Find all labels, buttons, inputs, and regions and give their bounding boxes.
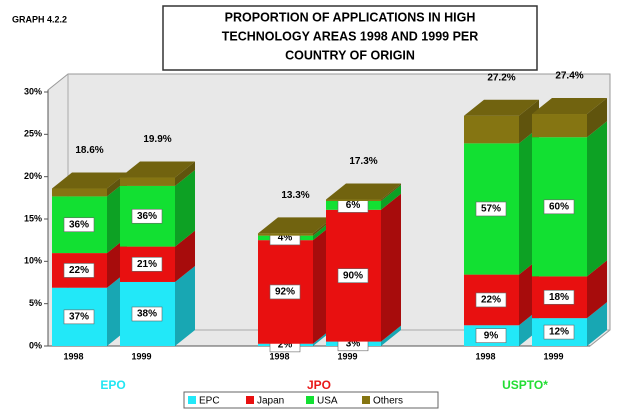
bar-side (381, 325, 401, 346)
label-box (543, 289, 575, 305)
label-box (543, 199, 575, 215)
label-box (63, 309, 95, 325)
data-label: 22% (69, 265, 89, 276)
legend-label: USA (317, 396, 338, 407)
chart-title: PROPORTION OF APPLICATIONS IN HIGH (225, 10, 476, 24)
label-box (475, 328, 507, 343)
x-tick-label: 1999 (337, 351, 357, 361)
label-box (63, 217, 95, 233)
group-label: JPO (307, 378, 331, 392)
data-label: 60% (549, 201, 569, 212)
bar-side (587, 260, 607, 319)
bar-side (175, 265, 195, 346)
bar-side (519, 99, 539, 144)
bar-segment (120, 177, 175, 186)
bar-top (532, 98, 607, 115)
y-tick-label: 25% (24, 129, 42, 139)
data-label: 12% (549, 327, 569, 338)
bar-top (326, 183, 401, 200)
legend-label: EPC (199, 396, 220, 407)
bar-side (587, 98, 607, 138)
y-tick-label: 15% (24, 213, 42, 223)
group-label: EPO (100, 378, 125, 392)
label-box (63, 263, 95, 278)
legend-swatch (362, 396, 370, 404)
bar-side (587, 121, 607, 277)
total-label: 19.9% (143, 134, 171, 145)
total-label: 27.4% (555, 71, 583, 82)
legend-label: Others (373, 396, 403, 407)
bar-top (52, 172, 127, 189)
label-box (131, 256, 163, 272)
bar-top (258, 217, 333, 234)
total-label: 18.6% (75, 145, 103, 156)
legend-swatch (306, 396, 314, 404)
x-tick-label: 1998 (269, 351, 289, 361)
bar-segment (52, 188, 107, 197)
label-box (131, 306, 163, 322)
label-box (475, 292, 507, 308)
y-tick-label: 5% (29, 298, 42, 308)
graph-id: GRAPH 4.2.2 (12, 14, 67, 24)
data-label: 2% (278, 340, 293, 351)
x-tick-label: 1998 (63, 351, 83, 361)
data-label: 21% (137, 259, 157, 270)
chart-title: TECHNOLOGY AREAS 1998 AND 1999 PER (222, 29, 479, 43)
chart-title: COUNTRY OF ORIGIN (285, 48, 415, 62)
bar-side (175, 169, 195, 247)
total-label: 13.3% (281, 190, 309, 201)
data-label: 57% (481, 204, 501, 215)
bar-segment (326, 199, 381, 201)
label-box (337, 268, 369, 283)
data-label: 90% (343, 270, 363, 281)
data-label: 18% (549, 292, 569, 303)
title-box (162, 5, 538, 71)
data-label: 37% (69, 312, 89, 323)
bar-side (175, 161, 195, 186)
bar-top (464, 99, 539, 116)
y-tick-label: 0% (29, 340, 42, 350)
label-box (131, 208, 163, 224)
data-label: 6% (346, 200, 361, 211)
x-tick-label: 1999 (543, 351, 563, 361)
label-box (543, 324, 575, 340)
data-label: 36% (137, 211, 157, 222)
data-label: 38% (137, 309, 157, 320)
bar-side (175, 230, 195, 282)
bar-side (381, 183, 401, 201)
y-tick-label: 10% (24, 256, 42, 266)
data-label: 92% (275, 287, 295, 298)
bar-segment (532, 114, 587, 138)
bar-segment (258, 233, 313, 236)
legend-swatch (246, 396, 254, 404)
y-tick-label: 30% (24, 86, 42, 96)
data-label: 36% (69, 219, 89, 230)
bar-top (120, 161, 195, 178)
bar-side (381, 184, 401, 210)
total-label: 17.3% (349, 156, 377, 167)
data-label: 4% (278, 233, 293, 244)
bar-side (381, 193, 401, 342)
bar-segment (464, 115, 519, 144)
total-label: 27.2% (487, 72, 515, 83)
data-label: 3% (346, 338, 361, 349)
data-label: 9% (484, 330, 499, 341)
label-box (269, 284, 301, 300)
x-tick-label: 1998 (475, 351, 495, 361)
label-box (475, 201, 507, 217)
legend-swatch (188, 396, 196, 404)
group-label: USPTO* (502, 378, 548, 392)
x-tick-label: 1999 (131, 351, 151, 361)
data-label: 22% (481, 295, 501, 306)
bar-side (587, 302, 607, 346)
legend-label: Japan (257, 396, 284, 407)
y-tick-label: 20% (24, 171, 42, 181)
